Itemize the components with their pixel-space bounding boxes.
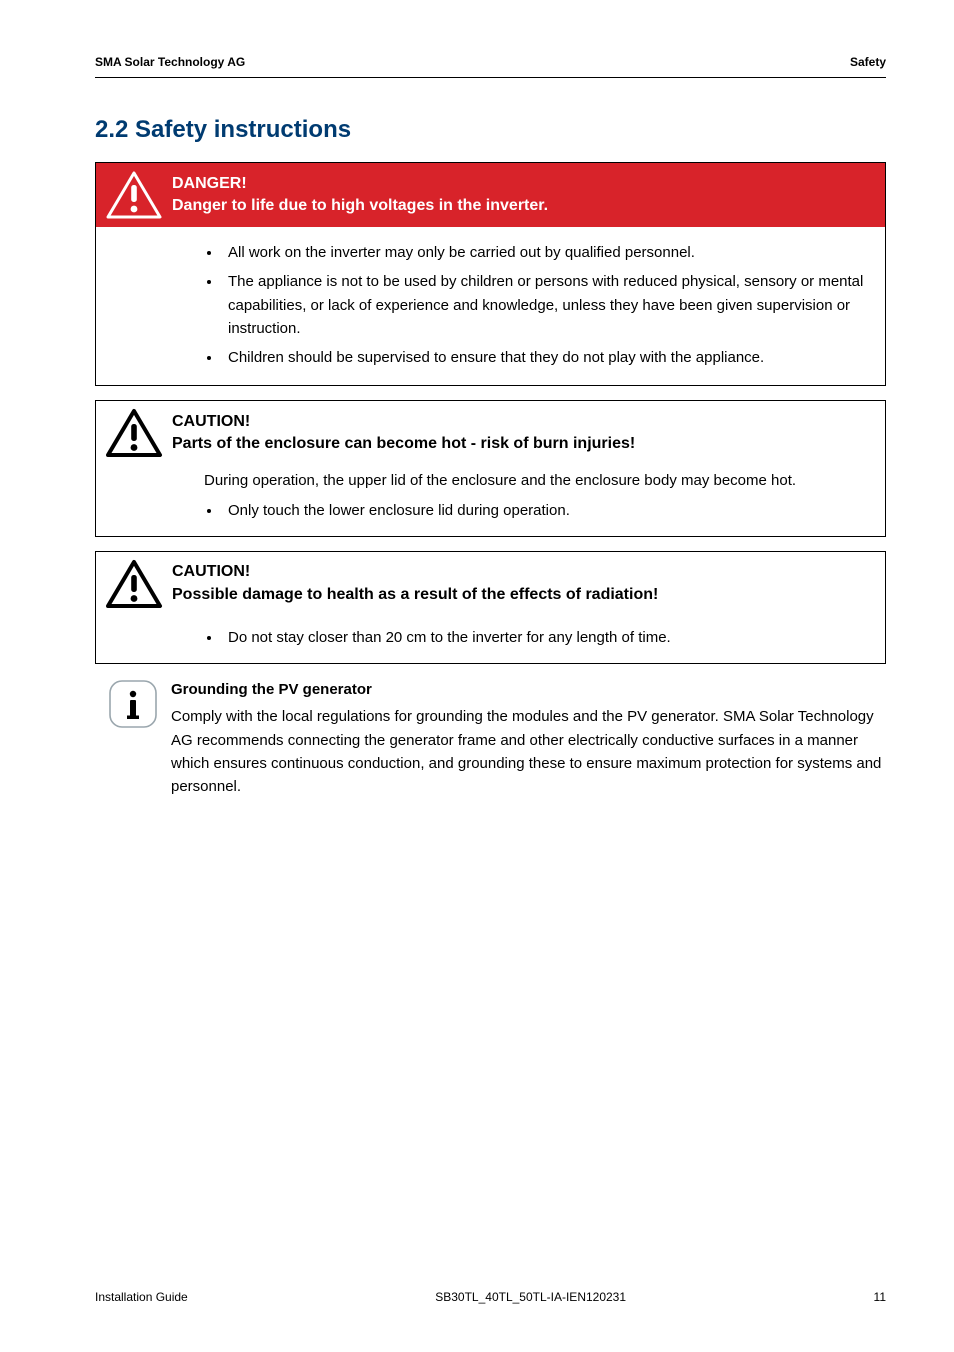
caution1-body: During operation, the upper lid of the e… — [96, 465, 885, 536]
caution2-bullets: Do not stay closer than 20 cm to the inv… — [204, 626, 867, 649]
info-block: Grounding the PV generator Comply with t… — [95, 678, 886, 798]
header-right: Safety — [850, 55, 886, 69]
caution-box-2: CAUTION! Possible damage to health as a … — [95, 551, 886, 664]
danger-header-text: DANGER! Danger to life due to high volta… — [172, 167, 885, 224]
caution1-bullets: Only touch the lower enclosure lid durin… — [204, 499, 867, 522]
caution2-label: CAUTION! — [172, 561, 875, 583]
danger-icon-cell — [96, 170, 172, 220]
caution-triangle-icon — [105, 558, 163, 610]
header-rule — [95, 77, 886, 78]
footer-left: Installation Guide — [95, 1290, 188, 1304]
section-title: 2.2 Safety instructions — [95, 116, 886, 144]
info-title: Grounding the PV generator — [171, 678, 882, 701]
caution2-header-text: CAUTION! Possible damage to health as a … — [172, 555, 885, 612]
caution2-body: Do not stay closer than 20 cm to the inv… — [96, 616, 885, 663]
list-item: The appliance is not to be used by child… — [222, 270, 867, 340]
caution1-subtitle: Parts of the enclosure can become hot - … — [172, 433, 875, 455]
caution1-icon-cell — [96, 407, 172, 459]
section-name: Safety instructions — [135, 116, 351, 143]
caution-triangle-icon — [105, 407, 163, 459]
caution1-lead: During operation, the upper lid of the e… — [204, 469, 867, 492]
page-footer: Installation Guide SB30TL_40TL_50TL-IA-I… — [95, 1290, 886, 1304]
caution2-icon-cell — [96, 558, 172, 610]
caution1-header: CAUTION! Parts of the enclosure can beco… — [96, 401, 885, 465]
danger-box: DANGER! Danger to life due to high volta… — [95, 162, 886, 386]
danger-header: DANGER! Danger to life due to high volta… — [96, 163, 885, 227]
page-header: SMA Solar Technology AG Safety — [95, 55, 886, 69]
caution2-header: CAUTION! Possible damage to health as a … — [96, 552, 885, 616]
danger-label: DANGER! — [172, 173, 875, 195]
caution2-subtitle: Possible damage to health as a result of… — [172, 584, 875, 606]
danger-body: All work on the inverter may only be car… — [96, 227, 885, 385]
footer-center: SB30TL_40TL_50TL-IA-IEN120231 — [435, 1290, 626, 1304]
danger-bullets: All work on the inverter may only be car… — [204, 241, 867, 369]
info-text: Grounding the PV generator Comply with t… — [171, 678, 886, 798]
list-item: Do not stay closer than 20 cm to the inv… — [222, 626, 867, 649]
list-item: All work on the inverter may only be car… — [222, 241, 867, 264]
header-left: SMA Solar Technology AG — [95, 55, 245, 69]
info-icon — [109, 680, 157, 798]
section-number: 2.2 — [95, 116, 128, 143]
info-body: Comply with the local regulations for gr… — [171, 705, 882, 798]
info-icon-col — [95, 678, 171, 798]
list-item: Only touch the lower enclosure lid durin… — [222, 499, 867, 522]
list-item: Children should be supervised to ensure … — [222, 346, 867, 369]
danger-subtitle: Danger to life due to high voltages in t… — [172, 195, 875, 217]
caution1-header-text: CAUTION! Parts of the enclosure can beco… — [172, 405, 885, 462]
caution-box-1: CAUTION! Parts of the enclosure can beco… — [95, 400, 886, 537]
footer-right: 11 — [874, 1290, 886, 1304]
danger-triangle-icon — [106, 170, 162, 220]
caution1-label: CAUTION! — [172, 411, 875, 433]
